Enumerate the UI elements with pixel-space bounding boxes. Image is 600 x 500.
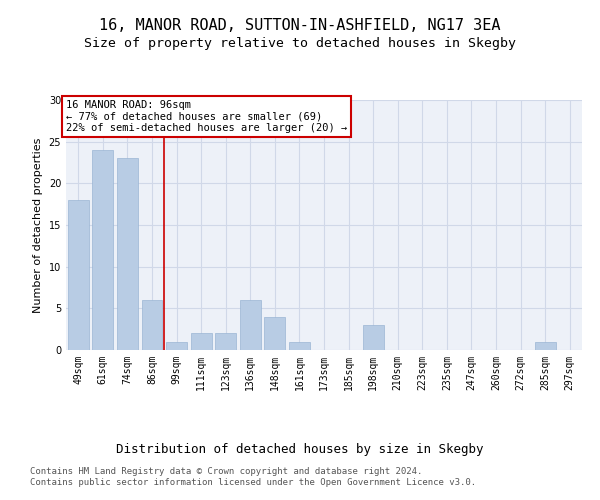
Bar <box>215 334 236 350</box>
Bar <box>191 334 212 350</box>
Bar <box>289 342 310 350</box>
Text: Distribution of detached houses by size in Skegby: Distribution of detached houses by size … <box>116 442 484 456</box>
Bar <box>362 325 383 350</box>
Bar <box>240 300 261 350</box>
Text: 16 MANOR ROAD: 96sqm
← 77% of detached houses are smaller (69)
22% of semi-detac: 16 MANOR ROAD: 96sqm ← 77% of detached h… <box>66 100 347 133</box>
Bar <box>92 150 113 350</box>
Bar <box>166 342 187 350</box>
Bar <box>117 158 138 350</box>
Text: Contains HM Land Registry data © Crown copyright and database right 2024.
Contai: Contains HM Land Registry data © Crown c… <box>30 468 476 487</box>
Bar <box>535 342 556 350</box>
Y-axis label: Number of detached properties: Number of detached properties <box>33 138 43 312</box>
Bar <box>265 316 286 350</box>
Text: Size of property relative to detached houses in Skegby: Size of property relative to detached ho… <box>84 38 516 51</box>
Text: 16, MANOR ROAD, SUTTON-IN-ASHFIELD, NG17 3EA: 16, MANOR ROAD, SUTTON-IN-ASHFIELD, NG17… <box>99 18 501 32</box>
Bar <box>68 200 89 350</box>
Bar <box>142 300 163 350</box>
